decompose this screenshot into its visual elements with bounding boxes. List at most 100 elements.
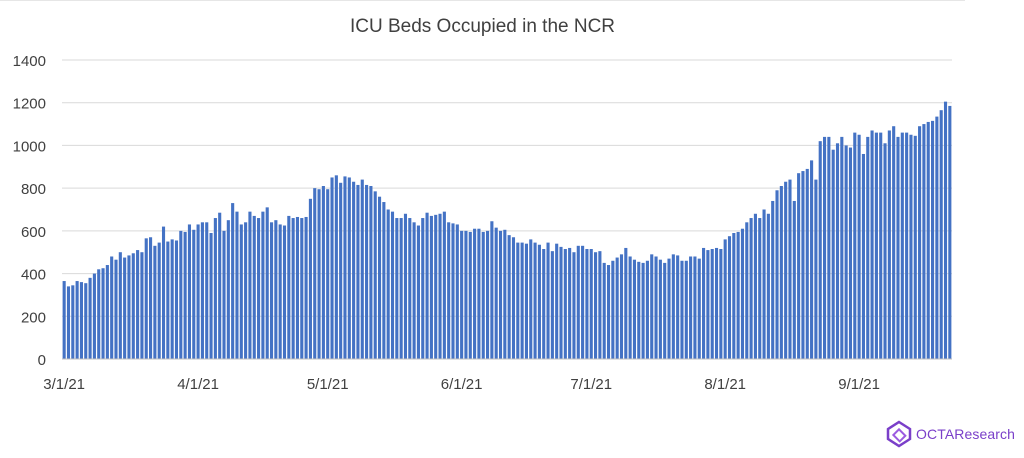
bar xyxy=(295,216,300,359)
bar xyxy=(740,228,745,359)
x-tick-label: 9/1/21 xyxy=(838,376,880,393)
bar xyxy=(460,230,464,359)
bar xyxy=(935,116,939,359)
bar xyxy=(317,189,321,359)
bar xyxy=(97,269,101,359)
bar xyxy=(533,242,537,359)
bar xyxy=(455,224,459,359)
bar xyxy=(92,273,96,359)
bar xyxy=(356,184,360,359)
bar xyxy=(226,220,230,359)
bar xyxy=(136,250,140,359)
bar xyxy=(576,245,580,359)
bar xyxy=(671,254,675,359)
bar xyxy=(473,228,477,359)
bar xyxy=(79,282,83,359)
bar xyxy=(421,218,425,359)
bar xyxy=(110,256,114,359)
bar xyxy=(727,236,732,359)
bar xyxy=(166,241,170,359)
bar xyxy=(114,259,118,359)
bar xyxy=(140,252,144,359)
bar xyxy=(386,209,390,359)
bar xyxy=(218,212,222,359)
bar xyxy=(563,249,567,359)
bar xyxy=(585,249,589,359)
chart-title: ICU Beds Occupied in the NCR xyxy=(349,16,616,37)
x-tick-label: 6/1/21 xyxy=(441,376,483,393)
bar xyxy=(265,207,269,359)
bar xyxy=(658,259,662,359)
y-tick-label: 800 xyxy=(21,181,46,198)
bar xyxy=(352,181,356,359)
bar xyxy=(377,196,382,359)
bar xyxy=(822,136,827,359)
bar xyxy=(775,190,779,359)
brand-logo: OCTAResearch xyxy=(886,418,1015,450)
bar xyxy=(434,214,438,359)
x-tick-label: 7/1/21 xyxy=(570,376,612,393)
bar xyxy=(827,136,831,359)
brand-name: OCTAResearch xyxy=(916,426,1015,442)
bar xyxy=(326,189,330,359)
bar xyxy=(174,240,179,359)
bar xyxy=(650,254,654,359)
bar xyxy=(239,224,243,359)
bar xyxy=(758,218,762,359)
bar xyxy=(848,147,853,359)
bar xyxy=(931,120,935,360)
bar xyxy=(231,203,235,359)
bar xyxy=(75,281,79,359)
bar xyxy=(909,134,913,359)
bar xyxy=(689,256,693,359)
bar xyxy=(693,256,697,359)
bar xyxy=(736,231,740,359)
bar xyxy=(343,176,347,359)
bar xyxy=(788,179,792,359)
bar xyxy=(62,281,66,359)
bar xyxy=(667,258,671,359)
bar xyxy=(403,213,408,359)
bar xyxy=(814,179,818,359)
y-tick-label: 1400 xyxy=(13,53,46,70)
bar xyxy=(853,132,857,359)
bar xyxy=(200,222,204,359)
bar xyxy=(304,216,308,359)
bar xyxy=(321,186,325,359)
bar xyxy=(771,200,775,359)
bar xyxy=(797,173,801,359)
bar xyxy=(753,213,757,359)
bar xyxy=(511,237,516,359)
bar xyxy=(222,230,226,359)
bar xyxy=(516,242,520,359)
bar xyxy=(123,257,127,359)
x-tick-label: 5/1/21 xyxy=(307,376,349,393)
bar xyxy=(498,230,503,359)
bar xyxy=(749,218,753,359)
bar xyxy=(244,222,248,359)
bar xyxy=(205,222,209,359)
bar xyxy=(486,230,490,359)
bar xyxy=(334,175,338,359)
bar xyxy=(447,222,451,359)
bar xyxy=(555,243,559,359)
bar xyxy=(416,225,420,359)
bar xyxy=(892,126,896,360)
bar xyxy=(840,136,844,359)
bar xyxy=(537,244,541,359)
bar xyxy=(913,135,917,359)
bar xyxy=(857,134,861,359)
bar xyxy=(762,209,766,359)
bar xyxy=(663,262,667,359)
x-tick-label: 3/1/21 xyxy=(43,376,85,393)
bar xyxy=(360,179,364,359)
bar xyxy=(680,260,684,359)
bar xyxy=(213,218,217,359)
bar xyxy=(948,105,952,359)
bar xyxy=(818,141,822,359)
bar xyxy=(702,247,706,359)
bar xyxy=(274,220,278,359)
bar xyxy=(399,218,403,359)
bar xyxy=(637,261,641,359)
